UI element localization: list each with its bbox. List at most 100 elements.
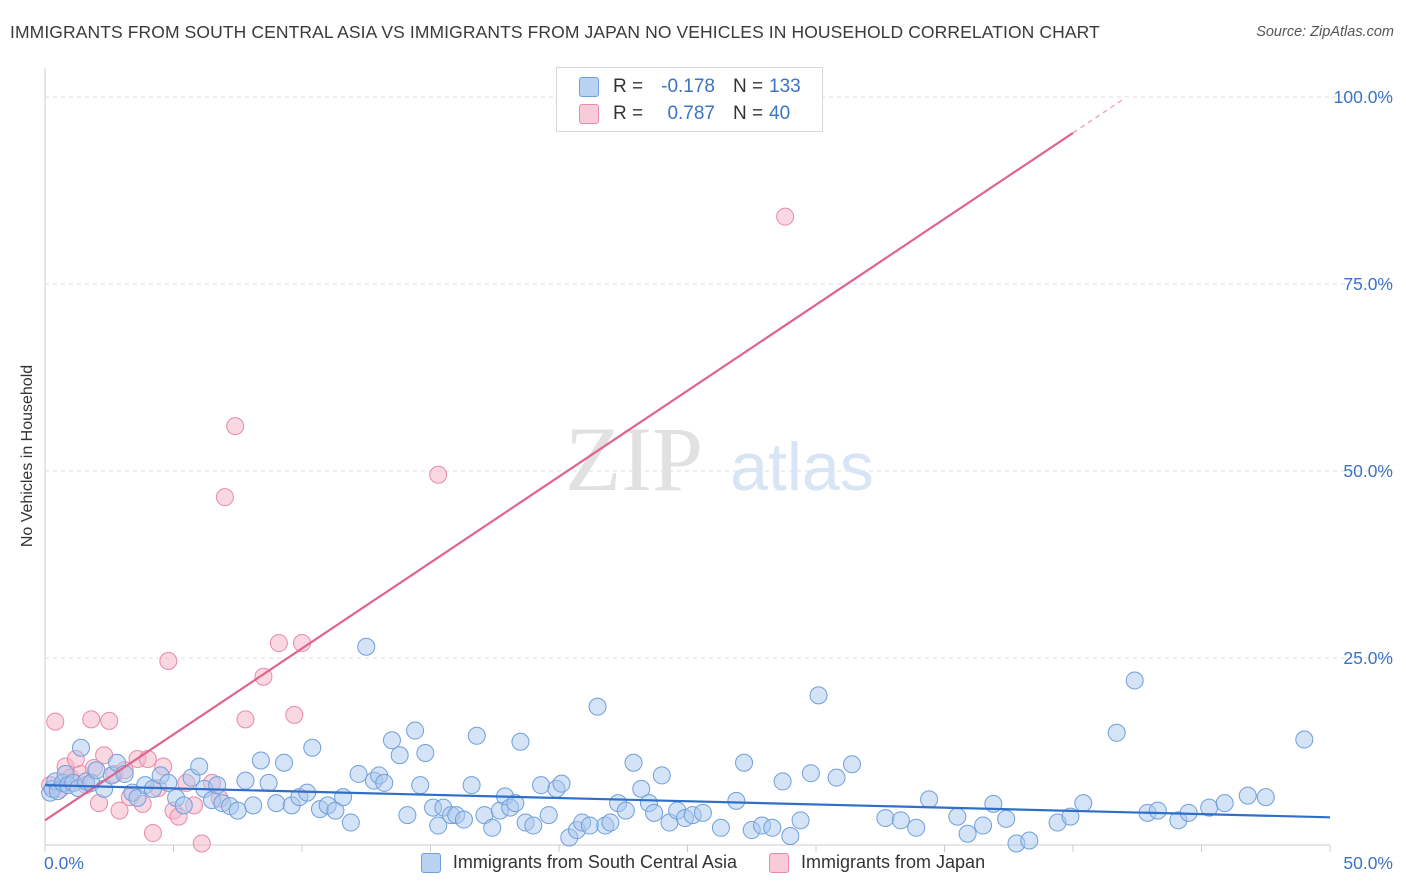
legend-r-label: R = [613,103,644,124]
data-point-south-central-asia [1148,801,1167,820]
data-point-south-central-asia [1074,794,1093,813]
data-point-south-central-asia [891,811,910,830]
data-point-south-central-asia [948,807,967,826]
data-point-south-central-asia [454,810,473,829]
data-point-japan [46,712,65,731]
watermark-zip: ZIP [565,408,703,510]
data-point-south-central-asia [1020,831,1039,850]
legend-swatch-blue [420,852,441,873]
data-point-south-central-asia [580,816,599,835]
x-tick-label: 0.0% [44,853,84,873]
source-label: Source: ZipAtlas.com [1256,24,1394,40]
data-point-japan [215,488,234,507]
data-point-south-central-asia [624,753,643,772]
data-point-south-central-asia [763,818,782,837]
watermark: ZIP atlas [565,408,874,510]
correlation-legend: R = -0.178 N = 133 R = 0.787 N = 40 [556,67,823,132]
data-point-south-central-asia [390,746,409,765]
legend-item-south-central-asia[interactable]: Immigrants from South Central Asia [420,852,737,873]
watermark-atlas: atlas [730,429,874,505]
data-point-south-central-asia [616,801,635,820]
data-point-south-central-asia [524,816,543,835]
legend-swatch-pink [769,852,790,873]
data-point-japan [192,834,211,853]
data-point-south-central-asia [208,776,227,795]
data-point-south-central-asia [801,764,820,783]
data-point-south-central-asia [462,776,481,795]
data-point-south-central-asia [416,743,435,762]
data-point-south-central-asia [382,731,401,750]
grid-lines [45,96,1392,659]
data-point-japan [100,711,119,730]
legend-item-japan[interactable]: Immigrants from Japan [769,852,985,873]
data-point-south-central-asia [244,796,263,815]
data-point-south-central-asia [632,779,651,798]
data-point-south-central-asia [411,776,430,795]
x-tick-label: 50.0% [1343,853,1393,873]
data-point-south-central-asia [506,794,525,813]
legend-row-south-central-asia: R = -0.178 N = 133 [579,74,801,100]
tick-labels: 25.0% 50.0% 75.0% 100.0% 0.0% 50.0% [44,87,1393,873]
chart-title: IMMIGRANTS FROM SOUTH CENTRAL ASIA VS IM… [10,22,1100,42]
data-point-south-central-asia [334,788,353,807]
data-point-japan [269,634,288,653]
data-point-south-central-asia [876,809,895,828]
data-point-south-central-asia [711,818,730,837]
series-south-central-asia-points [41,637,1314,853]
data-point-japan [143,824,162,843]
y-axis-title: No Vehicles in Household [19,364,36,548]
data-point-south-central-asia [791,811,810,830]
trend-line-south-central-asia [44,784,1331,819]
data-point-south-central-asia [511,732,530,751]
data-point-south-central-asia [1107,723,1126,742]
data-point-south-central-asia [652,766,671,785]
data-point-south-central-asia [406,721,425,740]
data-point-south-central-asia [735,753,754,772]
data-point-south-central-asia [190,757,209,776]
y-tick-label: 25.0% [1343,648,1393,668]
legend-row-japan: R = 0.787 N = 40 [579,101,790,127]
legend-swatch-pink [579,104,599,124]
data-point-south-central-asia [809,686,828,705]
legend-swatch-blue [579,77,599,97]
data-point-south-central-asia [259,773,278,792]
legend-r-value: -0.178 [661,76,715,97]
data-point-south-central-asia [1215,794,1234,813]
data-point-south-central-asia [429,816,448,835]
data-point-south-central-asia [907,818,926,837]
data-point-south-central-asia [71,738,90,757]
data-point-south-central-asia [773,772,792,791]
data-point-south-central-asia [174,796,193,815]
data-point-south-central-asia [693,803,712,822]
data-point-south-central-asia [727,791,746,810]
trend-lines [44,97,1331,822]
legend-r-value: 0.787 [667,103,715,124]
data-point-japan [429,465,448,484]
legend-n-value: 40 [769,103,791,124]
y-tick-label: 75.0% [1343,274,1393,294]
data-point-south-central-asia [326,801,345,820]
legend-r-label: R = [613,76,644,97]
data-point-south-central-asia [228,801,247,820]
axes [44,68,1331,852]
data-point-south-central-asia [267,794,286,813]
data-point-japan [82,710,101,729]
data-point-south-central-asia [552,774,571,793]
data-point-south-central-asia [974,816,993,835]
data-point-south-central-asia [349,764,368,783]
data-point-south-central-asia [827,768,846,787]
data-point-south-central-asia [303,738,322,757]
data-point-south-central-asia [539,806,558,825]
data-point-south-central-asia [645,803,664,822]
data-point-south-central-asia [87,761,106,780]
data-point-south-central-asia [236,771,255,790]
data-point-south-central-asia [958,824,977,843]
data-point-japan [236,710,255,729]
data-point-japan [138,749,157,768]
data-point-south-central-asia [467,726,486,745]
data-point-south-central-asia [601,813,620,832]
data-point-japan [776,207,795,226]
legend-n-label: N = [733,76,764,97]
data-point-south-central-asia [275,753,294,772]
